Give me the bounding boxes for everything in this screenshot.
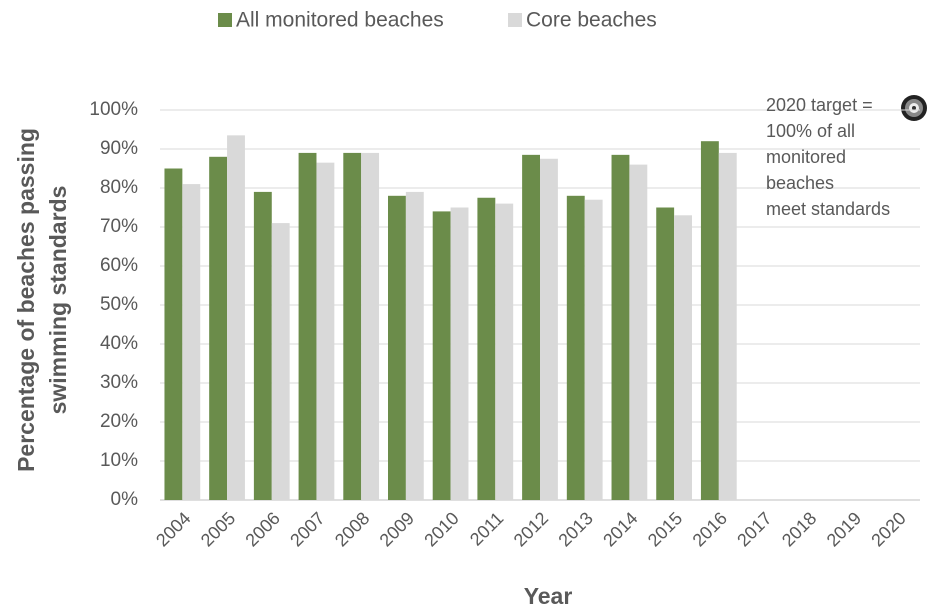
bar <box>432 211 451 500</box>
x-tick-label: 2013 <box>554 508 596 550</box>
x-tick-label: 2010 <box>420 508 462 550</box>
bar <box>361 152 380 500</box>
x-tick-label: 2020 <box>867 508 909 550</box>
x-tick-label: 2016 <box>689 508 731 550</box>
bar <box>656 207 675 500</box>
x-tick-label: 2017 <box>733 508 775 550</box>
x-tick-label: 2015 <box>644 508 686 550</box>
bar <box>629 164 648 500</box>
x-tick-label: 2018 <box>778 508 820 550</box>
x-tick-label: 2019 <box>823 508 865 550</box>
bar <box>405 191 424 500</box>
x-tick-label: 2007 <box>286 508 328 550</box>
bar <box>540 158 558 500</box>
bar <box>164 168 183 500</box>
y-tick-label: 10% <box>100 450 138 471</box>
legend-label: All monitored beaches <box>236 9 444 32</box>
bar <box>522 154 540 500</box>
x-tick-label: 2012 <box>510 508 552 550</box>
legend-label: Core beaches <box>526 9 657 32</box>
bar <box>271 223 290 500</box>
target-icon <box>901 95 927 121</box>
y-tick-label: 0% <box>111 489 139 510</box>
bar <box>209 156 228 501</box>
legend-swatch <box>218 13 232 27</box>
bar <box>700 141 719 500</box>
y-tick-label: 60% <box>100 255 138 276</box>
y-tick-label: 30% <box>100 372 138 393</box>
x-tick-label: 2006 <box>241 508 283 550</box>
bar <box>388 195 406 501</box>
legend-swatch <box>508 13 522 27</box>
y-axis-label: swimming standards <box>45 186 71 415</box>
annotation: meet standards <box>766 199 890 219</box>
bar <box>298 152 317 500</box>
y-tick-label: 100% <box>89 99 138 120</box>
x-tick-label: 2008 <box>331 508 373 550</box>
bar <box>611 154 630 500</box>
x-tick-label: 2005 <box>197 508 239 550</box>
x-tick-label: 2014 <box>599 508 641 550</box>
y-tick-label: 90% <box>100 138 138 159</box>
x-axis-label: Year <box>524 583 573 609</box>
x-tick-label: 2011 <box>466 508 508 550</box>
bar <box>450 207 469 500</box>
bar <box>253 191 272 500</box>
annotation: monitored <box>766 147 846 167</box>
y-tick-label: 50% <box>100 294 138 315</box>
bar <box>316 162 335 500</box>
bar <box>227 135 245 500</box>
bar <box>566 195 585 501</box>
bar <box>674 215 692 501</box>
bar <box>495 203 514 500</box>
bar <box>584 199 603 500</box>
y-axis-label: Percentage of beaches passing <box>13 128 39 472</box>
bar <box>477 197 496 500</box>
y-tick-label: 80% <box>100 177 138 198</box>
y-tick-label: 70% <box>100 216 138 237</box>
annotation: 2020 target = <box>766 95 873 115</box>
y-tick-label: 40% <box>100 333 138 354</box>
annotation: beaches <box>766 173 834 193</box>
y-tick-label: 20% <box>100 411 138 432</box>
bar <box>718 152 737 500</box>
bar <box>343 152 362 500</box>
x-tick-label: 2009 <box>376 508 418 550</box>
annotation: 100% of all <box>766 121 855 141</box>
x-tick-label: 2004 <box>152 508 194 550</box>
bar <box>182 184 201 500</box>
